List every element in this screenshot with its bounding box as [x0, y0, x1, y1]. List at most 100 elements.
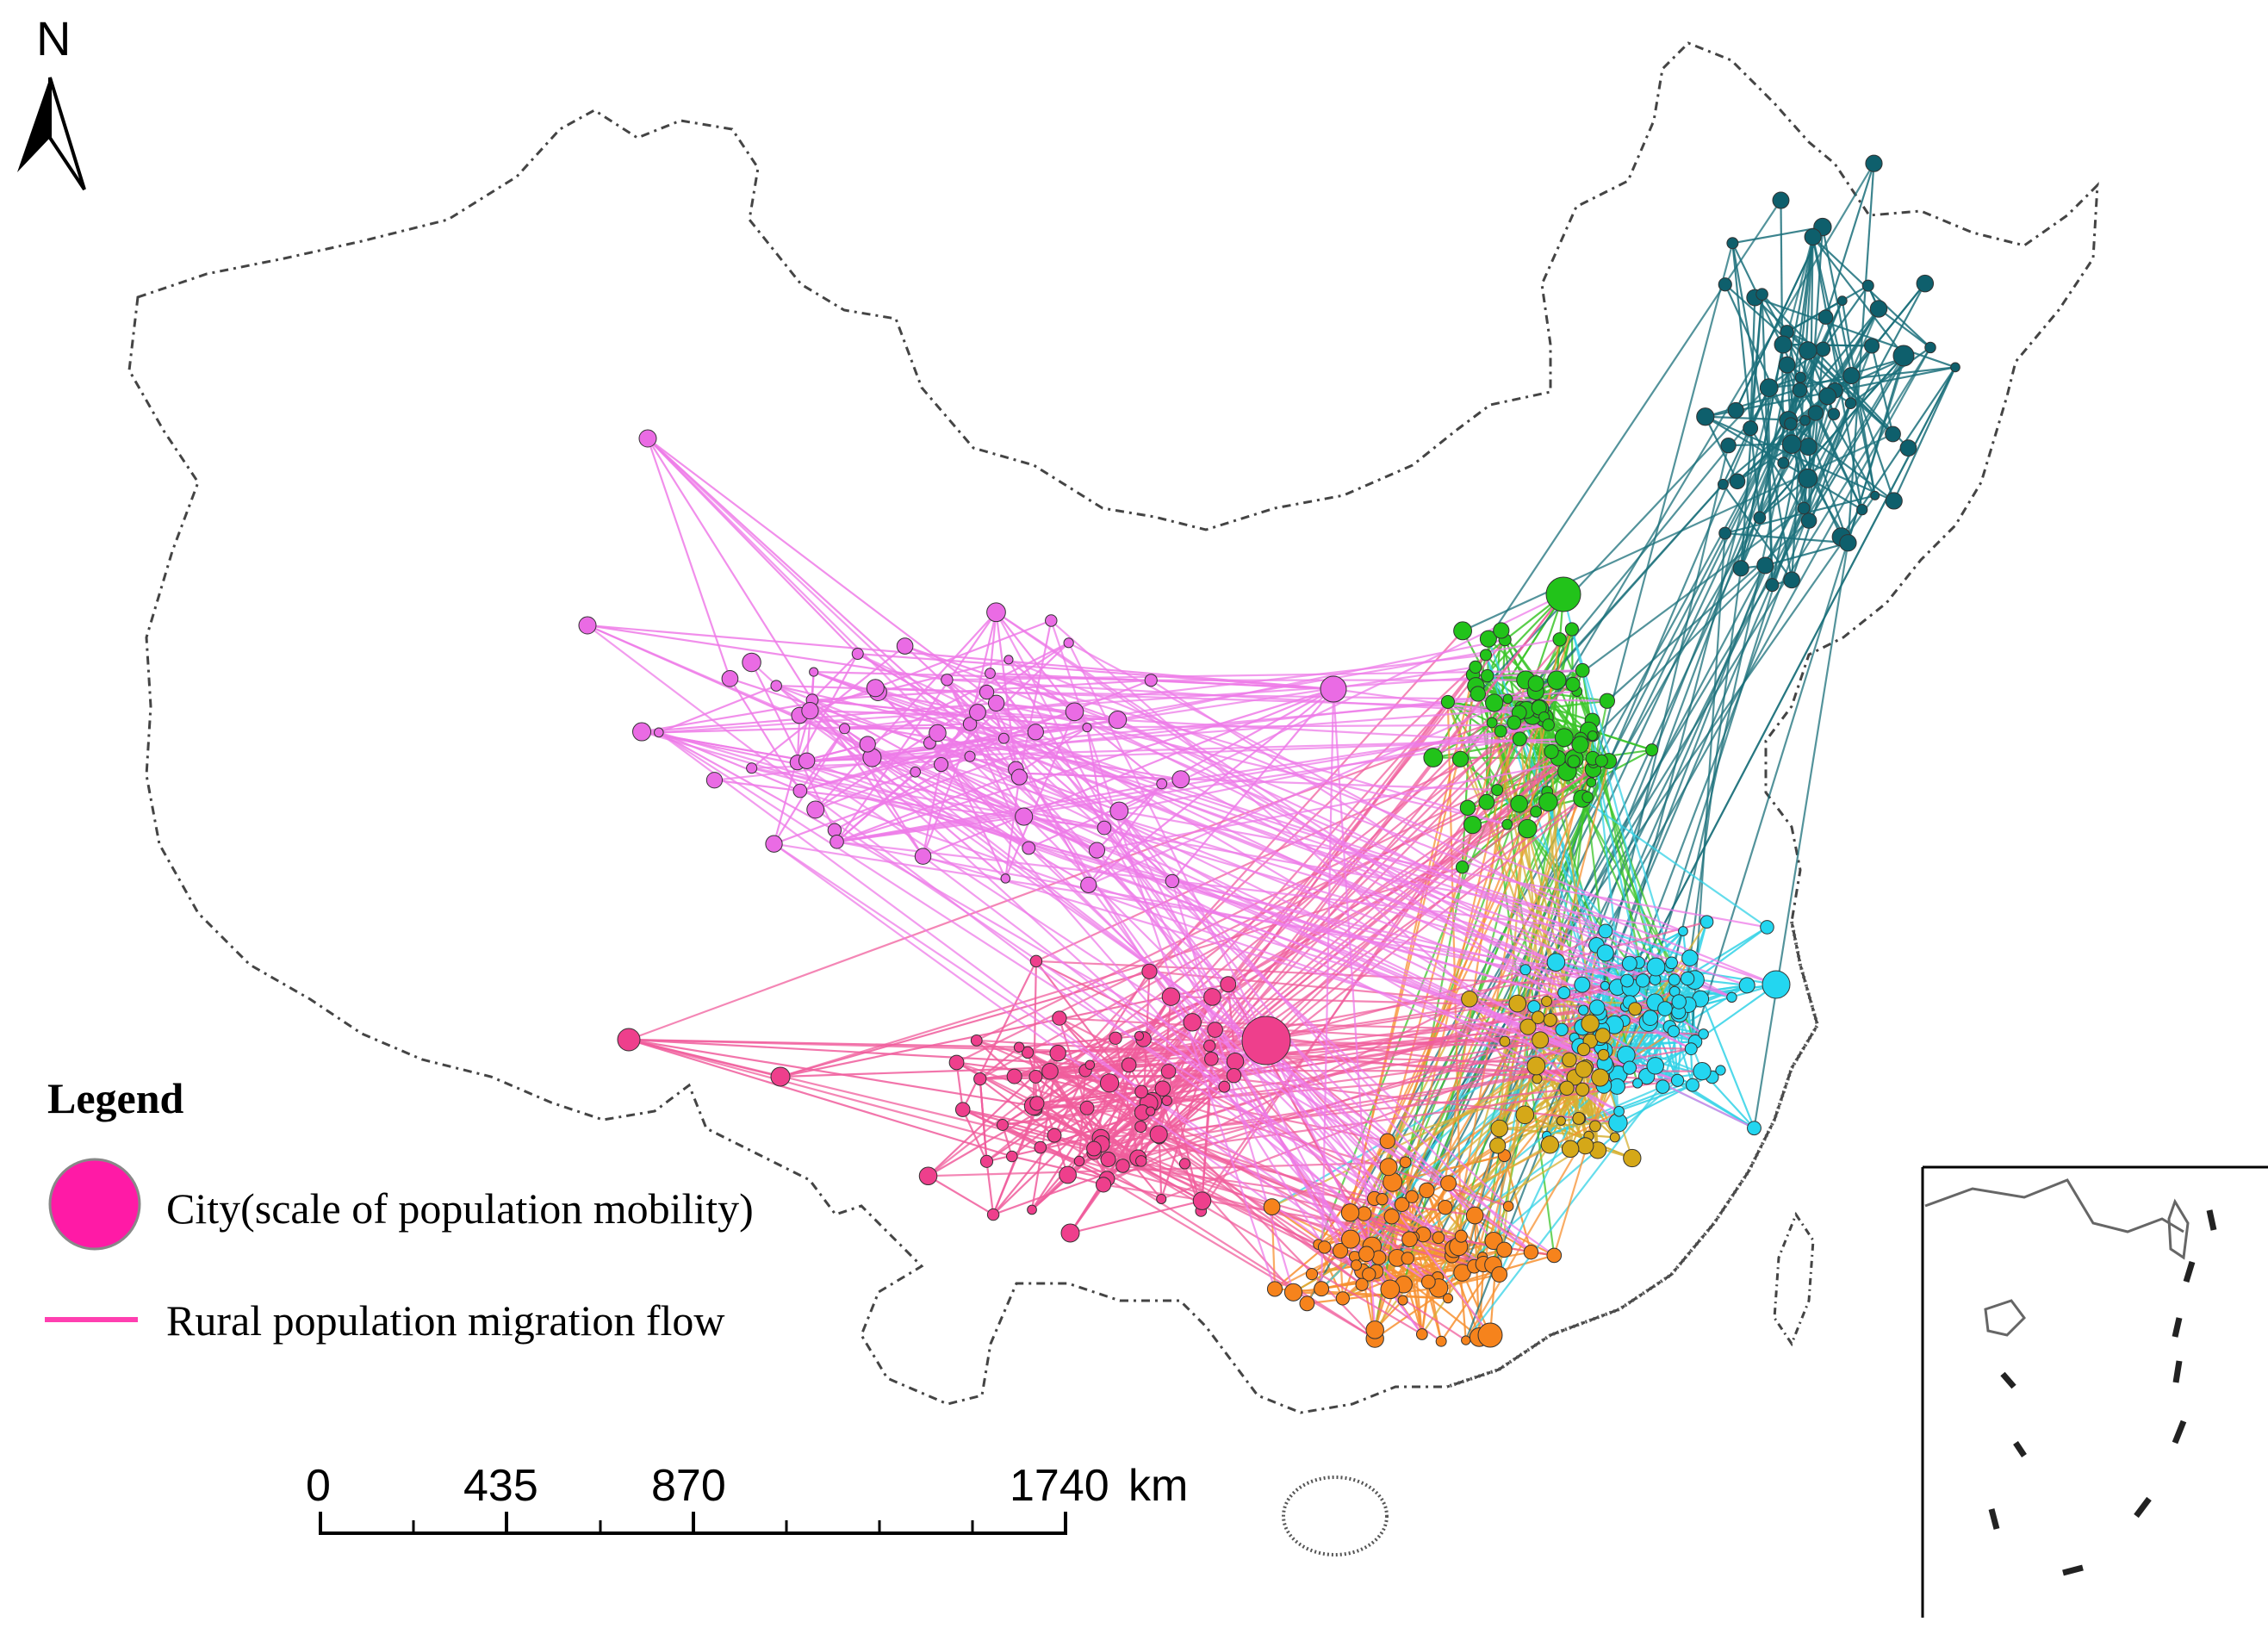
- migration-flow-line: [1753, 543, 1849, 1128]
- city-node: [1696, 407, 1715, 426]
- migration-flow-line: [1581, 798, 1768, 929]
- city-node: [1527, 674, 1544, 692]
- migration-flow-line: [1732, 226, 1824, 245]
- city-node: [859, 736, 876, 753]
- city-node: [1646, 1057, 1664, 1075]
- city-node: [632, 722, 652, 742]
- city-node: [1491, 784, 1504, 797]
- city-node: [1451, 750, 1470, 767]
- city-node: [933, 756, 949, 773]
- migration-flow-line: [1500, 639, 1507, 731]
- city-node: [1781, 434, 1802, 454]
- city-node: [1171, 770, 1190, 789]
- migration-flow-line: [1822, 284, 1869, 350]
- migration-flow-line: [1119, 810, 1768, 929]
- city-node: [1469, 660, 1482, 674]
- legend-city-label: City(scale of population mobility): [166, 1184, 754, 1233]
- city-node: [1698, 1028, 1709, 1040]
- city-node: [1481, 668, 1494, 683]
- migration-flow-line: [1690, 532, 1726, 1049]
- china-boundary: [127, 41, 2099, 1414]
- city-node: [617, 1028, 641, 1052]
- city-node: [1546, 953, 1566, 972]
- city-node: [1589, 1120, 1601, 1133]
- city-node: [1680, 971, 1695, 986]
- city-node: [1561, 1140, 1580, 1159]
- city-node: [1885, 492, 1903, 510]
- migration-flow-line: [646, 438, 731, 680]
- migration-flow-line: [1165, 593, 1564, 1102]
- city-node: [1717, 478, 1729, 490]
- city-node: [1263, 1198, 1281, 1215]
- city-node: [1586, 777, 1597, 788]
- migration-flow-line: [1496, 771, 1569, 1146]
- city-node: [1622, 1060, 1637, 1075]
- city-node: [1218, 1080, 1231, 1093]
- migration-flow-line: [647, 438, 1036, 733]
- migration-flow-line: [1377, 300, 1843, 1258]
- city-node: [1547, 670, 1567, 690]
- migration-flow-line: [587, 624, 948, 681]
- migration-flow-line: [628, 1038, 1013, 1158]
- city-node: [1099, 1073, 1120, 1093]
- migration-flow-line: [985, 1161, 995, 1215]
- city-node: [1415, 1328, 1428, 1340]
- city-node: [1538, 792, 1558, 812]
- city-node: [1365, 1320, 1384, 1339]
- city-node: [798, 752, 816, 769]
- city-node: [1574, 976, 1591, 993]
- city-node: [1479, 649, 1493, 662]
- migration-flow-line: [922, 711, 979, 857]
- migration-flow-line: [714, 779, 801, 792]
- migration-flow-line: [1824, 163, 1875, 318]
- city-node: [1161, 1095, 1172, 1106]
- migration-flow-line: [1464, 1041, 1696, 1341]
- city-node: [1204, 1051, 1219, 1066]
- city-node: [1720, 437, 1737, 454]
- migration-flow-line: [836, 841, 1526, 971]
- migration-flow-line: [1023, 816, 1620, 1113]
- city-node: [1109, 801, 1129, 821]
- city-node: [1461, 1335, 1471, 1345]
- legend-title: Legend: [47, 1074, 184, 1122]
- city-node: [1684, 1042, 1698, 1056]
- city-node: [1743, 420, 1759, 437]
- migration-flow-line: [1630, 366, 1956, 989]
- migration-flow-line: [1017, 772, 1498, 792]
- city-node: [1440, 694, 1455, 709]
- city-node: [1519, 964, 1532, 976]
- city-node: [1156, 778, 1168, 790]
- city-node: [1183, 1013, 1202, 1032]
- city-node: [1241, 1016, 1291, 1066]
- city-node: [1455, 860, 1470, 874]
- migration-flow-line: [1591, 757, 1675, 980]
- city-node: [1609, 1132, 1620, 1143]
- city-node: [1420, 1274, 1436, 1289]
- city-node: [1435, 1335, 1447, 1347]
- city-node: [1865, 154, 1883, 172]
- city-node: [1266, 1281, 1283, 1297]
- inset-coastline: [1924, 1178, 2184, 1233]
- city-node: [1461, 990, 1478, 1008]
- city-node: [1065, 702, 1084, 722]
- city-node: [1108, 710, 1128, 730]
- city-node: [986, 602, 1006, 623]
- city-node: [1479, 630, 1497, 648]
- migration-flow-line: [843, 728, 924, 857]
- migration-flow-line: [1200, 738, 1521, 1212]
- city-node: [1494, 724, 1507, 738]
- city-node: [1115, 1159, 1130, 1173]
- city-node: [1635, 973, 1650, 988]
- migration-flow-line: [1089, 1064, 1295, 1294]
- migration-flow-line: [628, 1038, 1035, 1108]
- city-node: [1060, 1223, 1080, 1243]
- city-node: [1621, 955, 1637, 972]
- city-node: [1084, 1059, 1096, 1071]
- city-node: [1792, 382, 1808, 398]
- city-node: [1861, 279, 1874, 292]
- city-node: [1587, 730, 1598, 742]
- city-node: [1034, 1140, 1047, 1154]
- city-node: [1836, 295, 1848, 307]
- city-node: [1305, 1268, 1319, 1281]
- city-node: [1772, 191, 1790, 209]
